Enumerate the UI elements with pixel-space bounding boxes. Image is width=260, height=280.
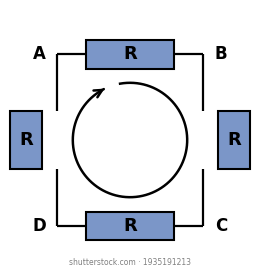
Text: shutterstock.com · 1935191213: shutterstock.com · 1935191213 [69,258,191,267]
Text: R: R [123,217,137,235]
Text: B: B [215,45,227,63]
FancyBboxPatch shape [86,40,174,69]
FancyBboxPatch shape [10,111,42,169]
FancyBboxPatch shape [218,111,250,169]
Text: C: C [215,217,227,235]
Text: R: R [123,45,137,63]
FancyBboxPatch shape [86,211,174,240]
Text: A: A [32,45,46,63]
Text: D: D [32,217,46,235]
Text: R: R [19,131,33,149]
Text: R: R [227,131,241,149]
